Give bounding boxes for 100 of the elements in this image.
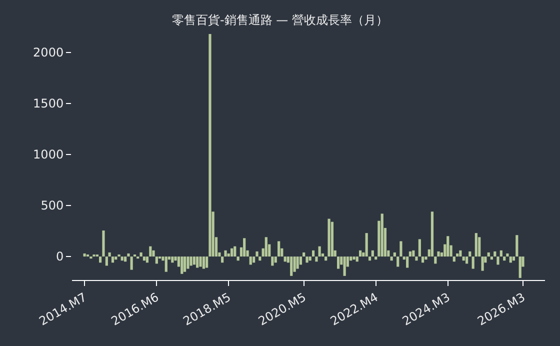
- bar: [202, 256, 205, 269]
- bar: [224, 250, 227, 257]
- bar: [500, 250, 502, 257]
- bar: [171, 256, 174, 263]
- bar: [308, 256, 312, 261]
- bar: [406, 256, 409, 268]
- bar: [446, 236, 450, 257]
- bar: [330, 222, 334, 257]
- bar: [111, 256, 114, 263]
- bar: [293, 256, 296, 272]
- bar: [86, 254, 90, 257]
- bar: [468, 251, 472, 257]
- bar: [365, 233, 368, 257]
- bar: [164, 256, 168, 272]
- bar: [208, 34, 212, 257]
- bar: [421, 256, 424, 263]
- bar: [452, 256, 456, 262]
- bar: [140, 252, 142, 257]
- bar: [459, 250, 462, 257]
- bar: [186, 256, 190, 269]
- bar: [284, 256, 286, 262]
- bar: [108, 252, 111, 257]
- bar: [96, 254, 99, 257]
- bar: [190, 256, 192, 266]
- bar: [415, 256, 418, 261]
- bar: [236, 256, 240, 261]
- bar: [306, 256, 308, 263]
- bar: [324, 256, 328, 261]
- bar: [264, 237, 268, 257]
- bar: [481, 256, 484, 271]
- bar: [393, 252, 396, 257]
- bar: [199, 256, 202, 267]
- bar: [356, 256, 358, 262]
- bar: [252, 256, 256, 263]
- bar: [352, 256, 356, 260]
- bar: [142, 256, 146, 261]
- bar: [318, 246, 321, 257]
- bar: [102, 230, 105, 257]
- bar: [437, 251, 440, 257]
- bar: [418, 239, 421, 257]
- bar: [336, 256, 340, 269]
- bar: [462, 256, 465, 261]
- bar: [315, 256, 318, 262]
- bar: [368, 256, 372, 261]
- bar: [487, 252, 490, 257]
- bar: [146, 256, 149, 263]
- bar: [408, 251, 412, 257]
- bar: [430, 212, 434, 257]
- bar: [474, 233, 478, 257]
- bar: [205, 256, 208, 268]
- bar: [478, 237, 481, 257]
- bar: [192, 256, 196, 265]
- bar: [230, 248, 234, 257]
- y-tick-label: 2000: [33, 46, 64, 60]
- chart-title: 零售百貨-銷售通路 — 營收成長率（月）: [172, 12, 388, 27]
- bar: [133, 254, 136, 257]
- bar: [258, 256, 262, 261]
- y-tick-label: 1000: [33, 148, 64, 162]
- bar: [400, 241, 402, 257]
- bar: [299, 256, 302, 265]
- bar: [234, 246, 236, 257]
- bar: [496, 256, 500, 265]
- bar: [380, 214, 384, 257]
- bar: [130, 256, 133, 270]
- bar: [512, 256, 516, 261]
- bar: [359, 250, 362, 257]
- bar: [127, 253, 130, 257]
- y-tick-label: 1500: [33, 96, 64, 111]
- bar: [516, 235, 518, 257]
- bar: [371, 250, 374, 257]
- bar: [196, 256, 199, 268]
- bar: [434, 256, 437, 264]
- y-tick-label: 500: [40, 198, 64, 213]
- bar: [120, 256, 124, 261]
- bar: [278, 241, 280, 257]
- bar: [243, 238, 246, 257]
- bar: [105, 256, 108, 266]
- bar: [290, 256, 293, 276]
- bar: [509, 256, 512, 263]
- bar: [302, 252, 306, 257]
- bar: [506, 253, 509, 257]
- bar: [149, 246, 152, 257]
- bar: [118, 254, 120, 257]
- bar: [343, 256, 346, 276]
- bar: [274, 256, 277, 263]
- bar: [328, 218, 330, 257]
- bar: [256, 251, 258, 257]
- bar: [412, 250, 415, 257]
- bar: [271, 256, 274, 266]
- bar: [472, 256, 474, 269]
- bar: [124, 256, 127, 262]
- bar: [152, 250, 155, 257]
- bar: [494, 251, 496, 257]
- bar: [518, 256, 522, 278]
- bar: [396, 256, 400, 267]
- bar: [490, 256, 493, 260]
- bar: [183, 256, 186, 272]
- bar: [296, 256, 299, 269]
- bar: [312, 250, 315, 257]
- bar: [180, 256, 184, 274]
